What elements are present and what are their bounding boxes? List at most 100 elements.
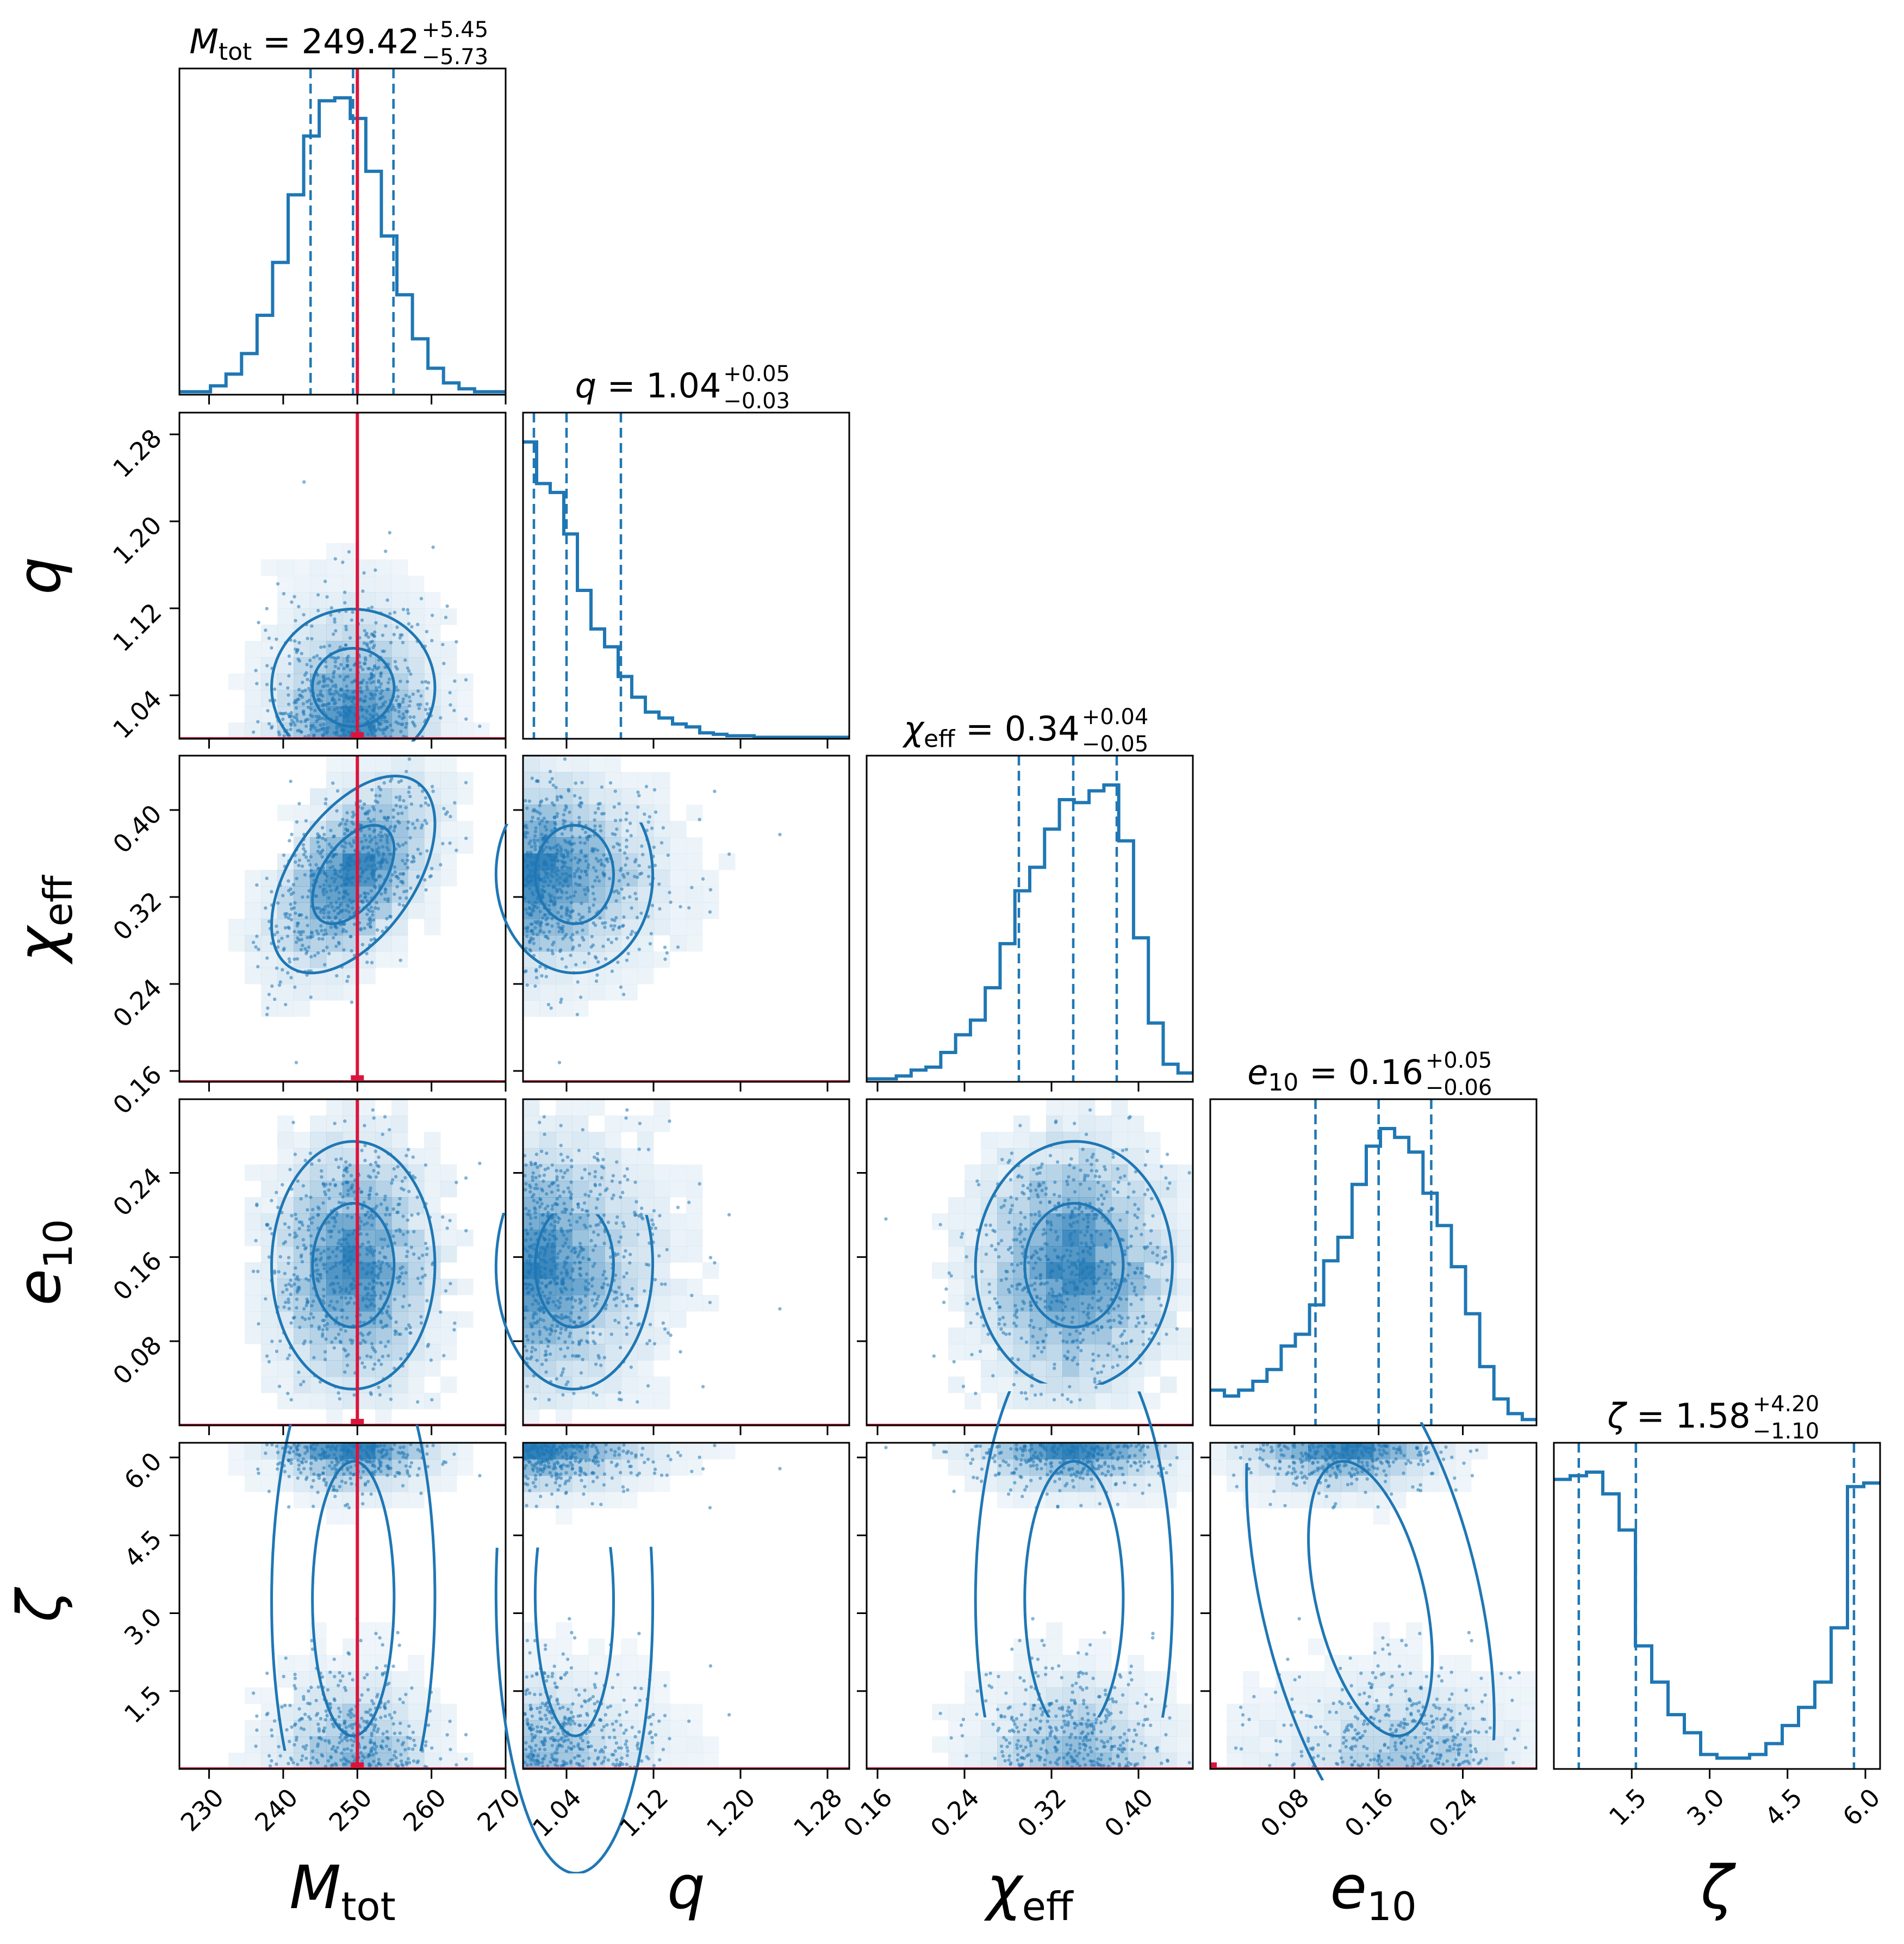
density-cell — [294, 576, 310, 593]
sample-point — [1040, 1393, 1043, 1396]
sample-point — [373, 1261, 376, 1264]
density-cell — [277, 1000, 294, 1017]
sample-point — [399, 872, 402, 875]
sample-point — [619, 1195, 622, 1199]
sample-point — [778, 1307, 781, 1310]
sample-point — [284, 1003, 287, 1006]
density-cell — [408, 1376, 425, 1393]
sample-point — [605, 858, 608, 861]
sample-point — [611, 1197, 614, 1200]
sample-point — [318, 836, 321, 839]
sample-point — [534, 809, 537, 813]
sample-point — [636, 916, 639, 919]
density-cell — [375, 576, 392, 593]
sample-point — [316, 932, 320, 935]
sample-point — [648, 815, 651, 818]
sample-point — [536, 920, 539, 923]
sample-point — [533, 834, 537, 837]
density-cell — [1128, 1132, 1144, 1149]
sample-point — [534, 1216, 537, 1219]
sample-point — [395, 885, 399, 888]
sample-point — [412, 1253, 415, 1256]
sample-point — [344, 823, 347, 826]
sample-point — [308, 863, 312, 867]
sample-point — [1020, 1337, 1023, 1340]
sample-point — [713, 789, 716, 793]
density-cell — [948, 1295, 965, 1312]
density-cell — [572, 968, 589, 985]
sample-point — [286, 1357, 289, 1360]
sample-point — [559, 1169, 562, 1173]
sample-point — [564, 1242, 567, 1245]
sample-point — [346, 706, 349, 709]
sample-point — [365, 1253, 369, 1256]
density-cell — [686, 919, 703, 936]
density-cell — [621, 772, 638, 789]
sample-point — [524, 926, 527, 930]
sample-point — [1073, 1206, 1077, 1210]
sample-point — [406, 608, 409, 612]
density-cell — [572, 1376, 589, 1393]
sample-point — [529, 1322, 532, 1325]
sample-point — [594, 956, 598, 959]
sample-point — [580, 1176, 583, 1180]
sample-point — [551, 777, 554, 780]
sample-point — [592, 1230, 595, 1233]
sample-point — [636, 790, 639, 794]
sample-point — [282, 1242, 285, 1245]
sample-point — [424, 819, 427, 822]
sample-point — [614, 789, 617, 793]
sample-point — [322, 678, 326, 682]
sample-point — [573, 1320, 576, 1324]
density-cell — [1046, 1116, 1063, 1132]
sample-point — [365, 899, 369, 902]
sample-point — [1018, 1124, 1022, 1127]
sample-point — [1063, 1282, 1067, 1286]
sample-point — [267, 637, 271, 640]
sample-point — [533, 1162, 537, 1166]
density-cell — [277, 1360, 294, 1377]
sample-point — [601, 945, 605, 948]
sample-point — [531, 862, 534, 865]
sample-point — [578, 858, 582, 862]
sample-point — [373, 631, 376, 634]
sample-point — [1157, 1297, 1160, 1300]
density-cell — [572, 935, 589, 952]
density-cell — [245, 1328, 262, 1344]
sample-point — [546, 1300, 549, 1304]
sample-point — [301, 895, 304, 899]
sample-point — [420, 681, 424, 684]
density-cell — [375, 625, 392, 641]
density-cell — [294, 559, 310, 576]
sample-point — [1029, 1183, 1032, 1186]
sample-point — [1082, 1249, 1085, 1253]
sample-point — [548, 846, 551, 849]
sample-point — [1114, 1286, 1117, 1289]
sample-point — [1143, 1193, 1147, 1196]
sample-point — [602, 1282, 606, 1285]
sample-point — [350, 1174, 353, 1177]
sample-point — [543, 1174, 546, 1177]
sample-point — [288, 913, 291, 917]
density-cell — [654, 1230, 670, 1247]
sample-point — [525, 1349, 528, 1352]
sample-point — [287, 1256, 290, 1259]
sample-point — [618, 1391, 621, 1394]
sample-point — [348, 898, 351, 901]
sample-point — [402, 1232, 405, 1236]
sample-point — [397, 780, 400, 783]
sample-point — [330, 876, 333, 880]
density-cell — [965, 1164, 981, 1181]
density-cell — [391, 1311, 408, 1328]
sample-point — [676, 1206, 680, 1209]
sample-point — [1135, 1226, 1138, 1230]
density-cell — [326, 1409, 343, 1426]
sample-point — [273, 998, 276, 1001]
density-cell — [310, 1393, 327, 1410]
sample-point — [529, 1217, 532, 1220]
pair-panel-mtot-e10 — [179, 1099, 506, 1426]
sample-point — [531, 929, 534, 932]
sample-point — [371, 1267, 374, 1270]
sample-point — [334, 660, 337, 663]
sample-point — [534, 1348, 537, 1351]
